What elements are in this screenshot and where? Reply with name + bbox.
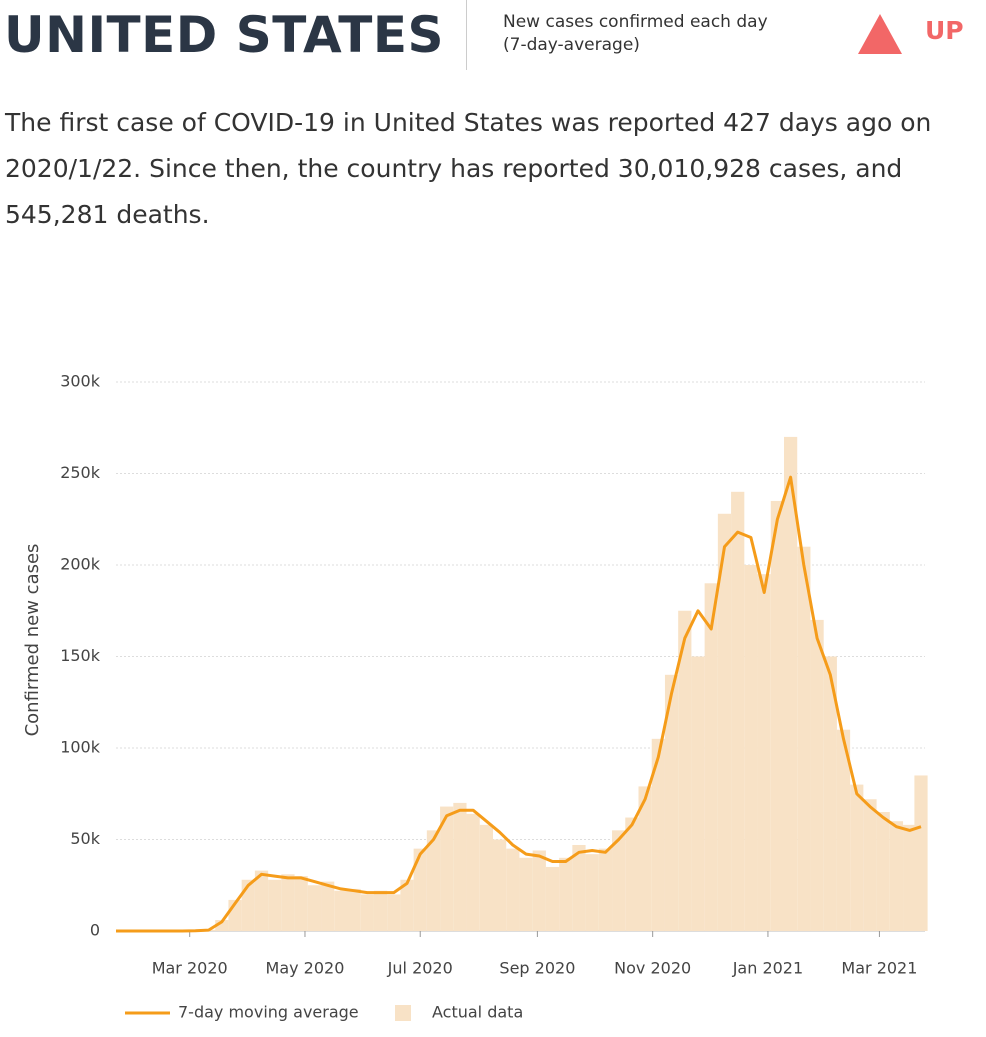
- bar: [903, 824, 917, 931]
- bar: [215, 920, 229, 931]
- bar: [823, 656, 837, 931]
- country-title: UNITED STATES: [4, 6, 445, 64]
- y-tick-label: 0: [90, 921, 100, 940]
- bar: [545, 866, 560, 931]
- bar: [360, 894, 374, 931]
- legend-label: Actual data: [432, 1003, 523, 1022]
- subtitle: (7-day-average): [503, 35, 640, 55]
- bar: [717, 513, 732, 931]
- bar: [426, 830, 441, 931]
- y-tick-label: 150k: [60, 646, 101, 665]
- legend-label: 7-day moving average: [178, 1003, 359, 1022]
- y-tick-label: 250k: [60, 463, 101, 482]
- bar: [479, 824, 493, 931]
- bar: [889, 821, 904, 931]
- bar: [863, 799, 877, 931]
- bar: [731, 491, 745, 931]
- bar: [532, 850, 546, 931]
- bar: [876, 812, 890, 931]
- bar: [254, 870, 269, 931]
- bar: [810, 619, 824, 931]
- bar: [744, 565, 758, 931]
- y-tick-label: 300k: [60, 372, 101, 391]
- bar: [638, 786, 652, 931]
- bar: [572, 844, 586, 931]
- bar: [651, 738, 665, 931]
- bar: [559, 857, 573, 931]
- bar: [797, 546, 811, 931]
- bar: [519, 857, 533, 931]
- bar: [664, 674, 679, 931]
- x-tick-label: Mar 2020: [152, 959, 228, 978]
- x-tick-label: Mar 2021: [841, 959, 917, 978]
- bar: [307, 885, 322, 931]
- bar: [413, 848, 427, 931]
- bar: [294, 876, 308, 931]
- bar: [373, 890, 388, 931]
- x-tick-label: Jan 2021: [732, 959, 803, 978]
- bar: [836, 729, 851, 931]
- bar: [850, 784, 864, 931]
- bar: [440, 806, 454, 931]
- bar: [347, 888, 361, 931]
- bar: [506, 848, 520, 931]
- bar: [783, 436, 798, 931]
- subtitle: New cases confirmed each day: [503, 12, 768, 32]
- bar: [585, 854, 599, 931]
- bar: [625, 817, 639, 931]
- bar: [691, 656, 705, 931]
- trend-icon: [858, 14, 902, 54]
- bar: [466, 813, 480, 931]
- bar: [914, 775, 928, 931]
- bar: [453, 802, 467, 931]
- legend-swatch: [395, 1005, 411, 1021]
- bar: [321, 881, 335, 931]
- y-tick-label: 200k: [60, 555, 101, 574]
- bar: [704, 583, 718, 931]
- bar: [387, 894, 401, 931]
- trend-label: UP: [925, 16, 964, 45]
- bar: [492, 839, 507, 931]
- bar: [281, 874, 295, 931]
- x-tick-label: Nov 2020: [614, 959, 691, 978]
- bar: [678, 610, 692, 931]
- bar: [598, 848, 613, 931]
- bar: [612, 830, 626, 931]
- y-tick-label: 100k: [60, 738, 101, 757]
- bar: [400, 879, 414, 931]
- line: [116, 475, 922, 933]
- bar: [241, 879, 255, 931]
- x-tick-label: Sep 2020: [499, 959, 575, 978]
- x-tick-label: May 2020: [266, 959, 345, 978]
- divider: [466, 0, 467, 70]
- bar: [268, 879, 282, 931]
- bar: [757, 574, 771, 931]
- bar: [334, 890, 348, 931]
- bar: [770, 500, 784, 931]
- y-tick-label: 50k: [70, 829, 100, 848]
- description: The first case of COVID-19 in United Sta…: [5, 108, 932, 229]
- y-axis-label: Confirmed new cases: [22, 544, 43, 737]
- x-tick-label: Jul 2020: [387, 959, 453, 978]
